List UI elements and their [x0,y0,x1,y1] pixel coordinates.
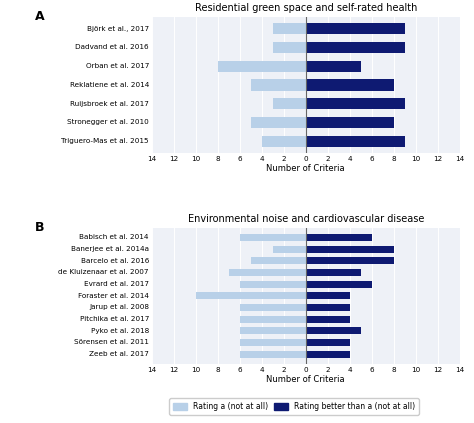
Bar [240,316,306,323]
Bar [306,42,405,53]
Bar [306,316,350,323]
Bar [240,234,306,241]
Bar [306,23,405,34]
Bar [273,23,306,34]
Title: Environmental noise and cardiovascular disease: Environmental noise and cardiovascular d… [188,214,424,224]
Bar [218,60,306,72]
Bar [306,98,405,109]
Title: Residential green space and self-rated health: Residential green space and self-rated h… [194,3,417,14]
Bar [251,79,306,91]
Bar [306,79,394,91]
X-axis label: Number of Criteria: Number of Criteria [266,165,345,173]
Bar [273,98,306,109]
Bar [306,280,372,288]
Bar [306,292,350,299]
Bar [196,292,306,299]
Bar [306,304,350,311]
Bar [306,339,350,346]
Bar [240,351,306,357]
Bar [262,135,306,147]
Bar [240,304,306,311]
Text: A: A [35,10,44,23]
X-axis label: Number of Criteria: Number of Criteria [266,375,345,385]
Bar [251,117,306,128]
Bar [306,117,394,128]
Bar [229,269,306,276]
Bar [306,257,394,264]
Bar [306,60,361,72]
Bar [251,257,306,264]
Text: B: B [35,221,44,234]
Bar [306,246,394,253]
Bar [306,234,372,241]
Bar [240,280,306,288]
Bar [306,135,405,147]
Bar [240,327,306,334]
Bar [240,339,306,346]
Bar [306,351,350,357]
Bar [273,42,306,53]
Bar [306,269,361,276]
Bar [273,246,306,253]
Legend: Rating a (not at all), Rating better than a (not at all): Rating a (not at all), Rating better tha… [169,398,419,415]
Bar [306,327,361,334]
